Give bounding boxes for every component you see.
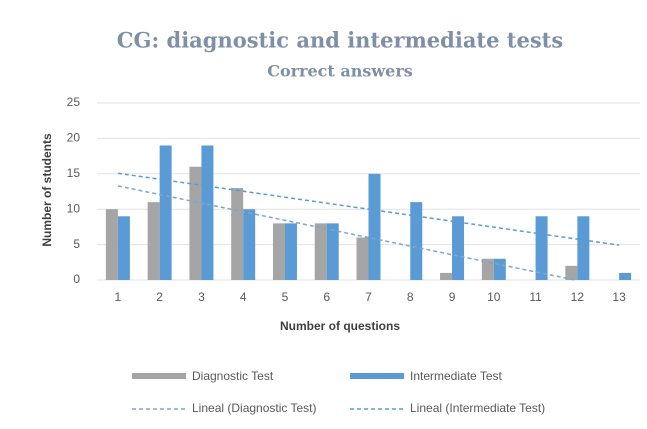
trend-line xyxy=(117,172,620,246)
x-tick-label: 1 xyxy=(115,290,122,304)
y-tick-label: 0 xyxy=(73,272,80,286)
x-tick-label: 11 xyxy=(529,290,542,304)
x-tick-label: 6 xyxy=(323,290,330,304)
y-tick-label: 20 xyxy=(67,131,81,145)
bar xyxy=(440,272,453,280)
y-tick-label: 10 xyxy=(67,201,81,215)
bar xyxy=(565,265,578,280)
bar xyxy=(147,202,160,280)
y-tick-label: 15 xyxy=(67,166,81,180)
bar xyxy=(117,216,130,280)
chart-title: CG: diagnostic and intermediate tests xyxy=(117,28,563,53)
bar xyxy=(314,223,327,280)
x-axis-label: Number of questions xyxy=(280,319,400,333)
bar xyxy=(159,145,172,280)
y-axis-label: Number of students xyxy=(40,133,54,247)
x-tick-label: 10 xyxy=(487,290,501,304)
bar xyxy=(243,209,256,280)
bar xyxy=(105,209,118,280)
bar xyxy=(493,258,506,280)
x-tick-label: 3 xyxy=(198,290,205,304)
x-tick-label: 13 xyxy=(612,290,626,304)
x-tick-label: 12 xyxy=(571,290,585,304)
legend-swatch xyxy=(350,373,404,379)
bar xyxy=(577,216,590,280)
bar xyxy=(481,258,494,280)
bar xyxy=(189,166,202,280)
legend-label: Lineal (Intermediate Test) xyxy=(410,401,545,415)
x-tick-label: 7 xyxy=(365,290,372,304)
y-tick-label: 5 xyxy=(73,237,80,251)
legend-swatch xyxy=(132,373,186,379)
bar xyxy=(201,145,214,280)
x-tick-label: 4 xyxy=(240,290,247,304)
bar xyxy=(368,173,381,280)
trend-line xyxy=(117,185,576,281)
x-tick-label: 5 xyxy=(282,290,289,304)
x-tick-label: 8 xyxy=(407,290,414,304)
legend-label: Intermediate Test xyxy=(410,369,502,383)
bar xyxy=(535,216,548,280)
y-tick-label: 25 xyxy=(67,95,81,109)
bar xyxy=(231,187,244,280)
bar xyxy=(410,202,423,280)
legend-label: Diagnostic Test xyxy=(192,369,274,383)
bar xyxy=(356,237,369,280)
x-tick-label: 2 xyxy=(156,290,163,304)
legend-label: Lineal (Diagnostic Test) xyxy=(192,401,317,415)
bar xyxy=(284,223,297,280)
bar xyxy=(452,216,465,280)
bar xyxy=(272,223,285,280)
bar xyxy=(326,223,339,280)
chart-subtitle: Correct answers xyxy=(267,62,413,81)
bar xyxy=(619,272,632,280)
x-tick-label: 9 xyxy=(449,290,456,304)
